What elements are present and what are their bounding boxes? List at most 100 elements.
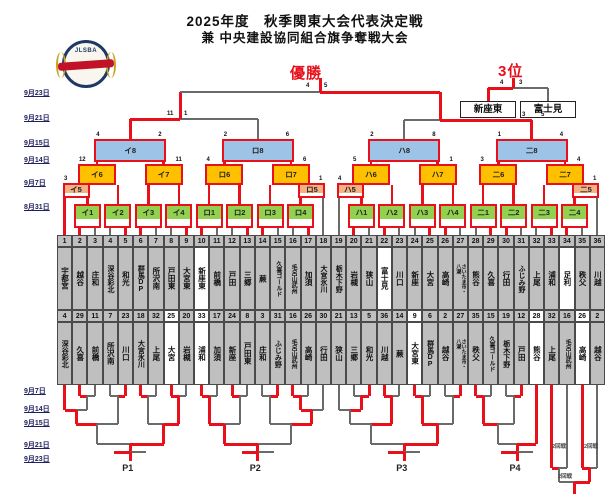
bracket-line: [86, 198, 89, 204]
p-game-label: P3: [396, 463, 408, 473]
team-name: 久喜: [75, 346, 85, 361]
bracket-line: [261, 385, 264, 396]
round1-box: イ3: [134, 204, 162, 228]
score-value: 3: [64, 176, 68, 182]
team-name-cell: 久喜ゴールド: [270, 247, 286, 310]
round2-note: 2回戦: [558, 474, 573, 480]
match-box-label: ハ4: [441, 206, 465, 220]
bracket-line: [130, 117, 180, 121]
round2-box: ハ5: [336, 183, 364, 198]
bracket-line: [520, 228, 523, 236]
team-number-cell: 30: [315, 310, 331, 322]
bracket-line: [474, 385, 478, 396]
team-name: 群馬DP: [426, 339, 434, 368]
bracket-line: [178, 92, 182, 119]
bracket-line: [171, 394, 179, 398]
team-number: 25: [167, 312, 176, 320]
round3-box: 二6: [479, 164, 518, 185]
team-number-cell: 2: [437, 310, 453, 322]
bracket-line: [64, 408, 77, 412]
bracket-line: [299, 396, 303, 410]
team-name: 上尾: [151, 346, 161, 361]
bracket-line: [79, 394, 88, 398]
score-value: 4: [338, 176, 342, 182]
match-box-label: ロ4: [289, 206, 313, 220]
team-number-cell: 28: [528, 310, 545, 322]
bracket-line: [582, 466, 590, 470]
bracket-line: [489, 385, 492, 396]
bracket-line: [238, 396, 241, 424]
team-number-cell: 24: [407, 235, 423, 247]
team-number-cell: 7: [102, 310, 118, 322]
team-number-cell: 30: [498, 235, 514, 247]
bracket-line: [96, 423, 118, 425]
team-number-cell: 14: [391, 310, 408, 322]
team-name: 新座: [227, 346, 237, 361]
bracket-line: [63, 198, 67, 236]
round1-box: イ1: [73, 204, 101, 228]
bracket-line: [542, 185, 546, 204]
bracket-line: [201, 394, 210, 398]
team-number: 27: [456, 237, 465, 245]
match-box-label: ロ8: [251, 145, 264, 155]
team-name: 蕨: [258, 274, 268, 283]
bracket-line: [76, 422, 97, 426]
score-value: 1: [449, 157, 453, 163]
bracket-line: [589, 467, 598, 469]
bracket-line: [128, 452, 132, 461]
team-number-cell: 29: [72, 310, 88, 322]
team-number: 7: [108, 312, 113, 320]
bracket-line: [139, 385, 143, 396]
bracket-line: [512, 396, 515, 424]
bracket-line: [515, 444, 519, 452]
bracket-line: [452, 394, 461, 398]
team-name: 狭山: [364, 271, 374, 286]
team-number: 20: [349, 237, 358, 245]
team-name: 毛呂山武州: [290, 263, 297, 294]
team-name: さいたま市・八潮: [455, 263, 467, 294]
bracket-line: [403, 120, 406, 139]
bracket-line: [148, 423, 164, 425]
bracket-line: [402, 452, 406, 461]
bracket-line: [154, 385, 157, 396]
team-number: 26: [578, 312, 587, 320]
team-number-cell: 13: [239, 235, 255, 247]
team-number-cell: 13: [346, 310, 362, 322]
team-number-cell: 14: [254, 235, 271, 247]
round-date-label: 9月15日: [24, 420, 50, 427]
team-name-cell: 高崎: [300, 322, 316, 385]
team-number-cell: 11: [209, 235, 225, 247]
team-name: 加須: [304, 271, 314, 286]
bracket-line: [361, 394, 370, 398]
team-name: 和光: [364, 346, 374, 361]
round2-box: イ5: [62, 183, 90, 198]
team-name-cell: 川口: [391, 247, 408, 310]
team-name-cell: 戸田: [224, 247, 240, 310]
team-name-cell: 毛呂山武州: [559, 322, 575, 385]
bracket-line: [306, 228, 310, 236]
bracket-line: [117, 394, 126, 398]
team-name: 栃木下野: [335, 264, 343, 293]
page-title-line2: 兼 中央建設協同組合旗争奪戦大会: [201, 31, 409, 45]
score-value: 6: [303, 157, 307, 163]
match-box-label: ロ3: [258, 206, 282, 220]
bracket-line: [370, 422, 392, 426]
team-name: 戸田: [517, 346, 527, 361]
round2-note: 2回戦: [584, 444, 599, 450]
team-name: 上尾: [532, 271, 542, 286]
team-name-cell: 浦和: [544, 247, 560, 310]
team-name-cell: 越谷: [589, 322, 605, 385]
bracket-line: [565, 385, 568, 468]
team-number-cell: 9: [178, 235, 194, 247]
bracket-line: [260, 228, 264, 236]
bracket-line: [422, 395, 430, 397]
team-number-cell: 19: [498, 310, 514, 322]
bracket-line: [256, 444, 260, 452]
section-final-box: イ8: [94, 139, 167, 162]
team-number: 32: [152, 312, 160, 320]
bracket-line: [256, 119, 259, 139]
bracket-line: [241, 450, 258, 454]
team-name-cell: 川越: [589, 247, 605, 310]
bracket-line: [420, 396, 424, 424]
round1-box: ハ4: [439, 204, 467, 228]
